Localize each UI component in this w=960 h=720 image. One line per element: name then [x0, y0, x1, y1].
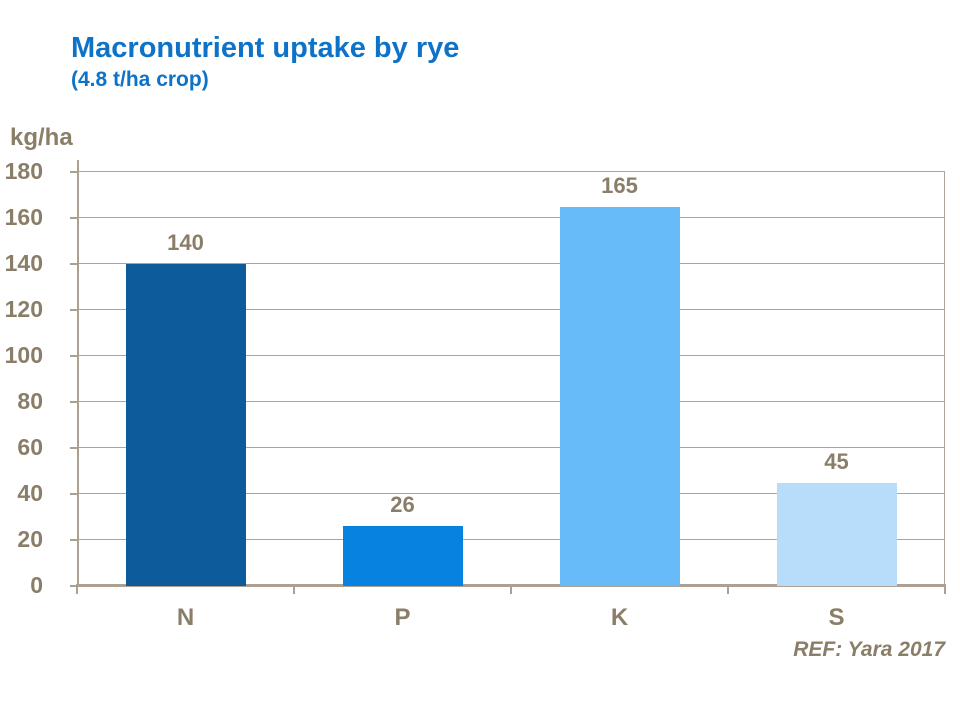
chart-title: Macronutrient uptake by rye: [71, 32, 460, 64]
gridline: [77, 539, 945, 540]
y-tick-label: 20: [17, 526, 43, 552]
bar-k: [559, 206, 680, 586]
gridline: [77, 355, 945, 356]
gridline: [77, 447, 945, 448]
y-tick-label: 80: [17, 388, 43, 414]
bar-value-label: 165: [601, 172, 638, 198]
bar-p: [342, 526, 463, 586]
y-tick-mark: [70, 309, 79, 311]
gridline: [77, 217, 945, 218]
x-tick-mark: [293, 586, 295, 594]
x-tick-mark: [727, 586, 729, 594]
gridline: [77, 263, 945, 264]
reference-text: REF: Yara 2017: [793, 638, 945, 661]
y-axis-unit-label: kg/ha: [10, 124, 73, 151]
y-tick-mark: [70, 493, 79, 495]
y-tick-mark: [70, 171, 79, 174]
y-tick-mark: [70, 217, 79, 219]
gridline: [77, 171, 945, 173]
gridline: [77, 309, 945, 310]
plot-area: 0 20 40 60 80 100 120 140 160 180 140 N 26 P 165 K 45 S: [5, 160, 946, 631]
x-category-label-k: K: [610, 604, 629, 631]
y-tick-mark: [70, 585, 79, 587]
x-tick-mark: [76, 586, 78, 594]
y-tick-mark: [70, 401, 79, 403]
y-tick-mark: [70, 539, 79, 541]
y-tick-mark: [70, 447, 79, 449]
x-tick-mark: [510, 586, 512, 594]
bar-s: [776, 482, 897, 586]
x-category-label-p: P: [394, 604, 411, 631]
plot-right-border: [944, 172, 945, 586]
y-tick-label: 120: [4, 296, 43, 322]
x-category-label-n: N: [176, 604, 195, 631]
gridline: [77, 493, 945, 494]
y-tick-label: 0: [30, 572, 43, 598]
y-tick-label: 160: [4, 204, 43, 230]
bar-value-label: 26: [390, 492, 415, 518]
x-category-label-s: S: [828, 604, 845, 631]
y-tick-label: 60: [17, 434, 43, 460]
bar-n: [125, 264, 246, 586]
x-tick-mark: [944, 586, 946, 594]
x-axis-line: [76, 584, 946, 587]
gridline: [77, 401, 945, 402]
bar-value-label: 45: [824, 448, 849, 474]
y-axis-line: [77, 160, 79, 586]
y-tick-mark: [70, 355, 79, 357]
bar-value-label: 140: [167, 230, 204, 255]
y-tick-label: 140: [4, 250, 43, 276]
chart-subtitle: (4.8 t/ha crop): [71, 68, 209, 91]
y-tick-label: 100: [4, 342, 43, 368]
y-tick-label: 40: [17, 480, 43, 506]
y-tick-mark: [70, 263, 79, 265]
y-tick-label: 180: [4, 158, 43, 184]
